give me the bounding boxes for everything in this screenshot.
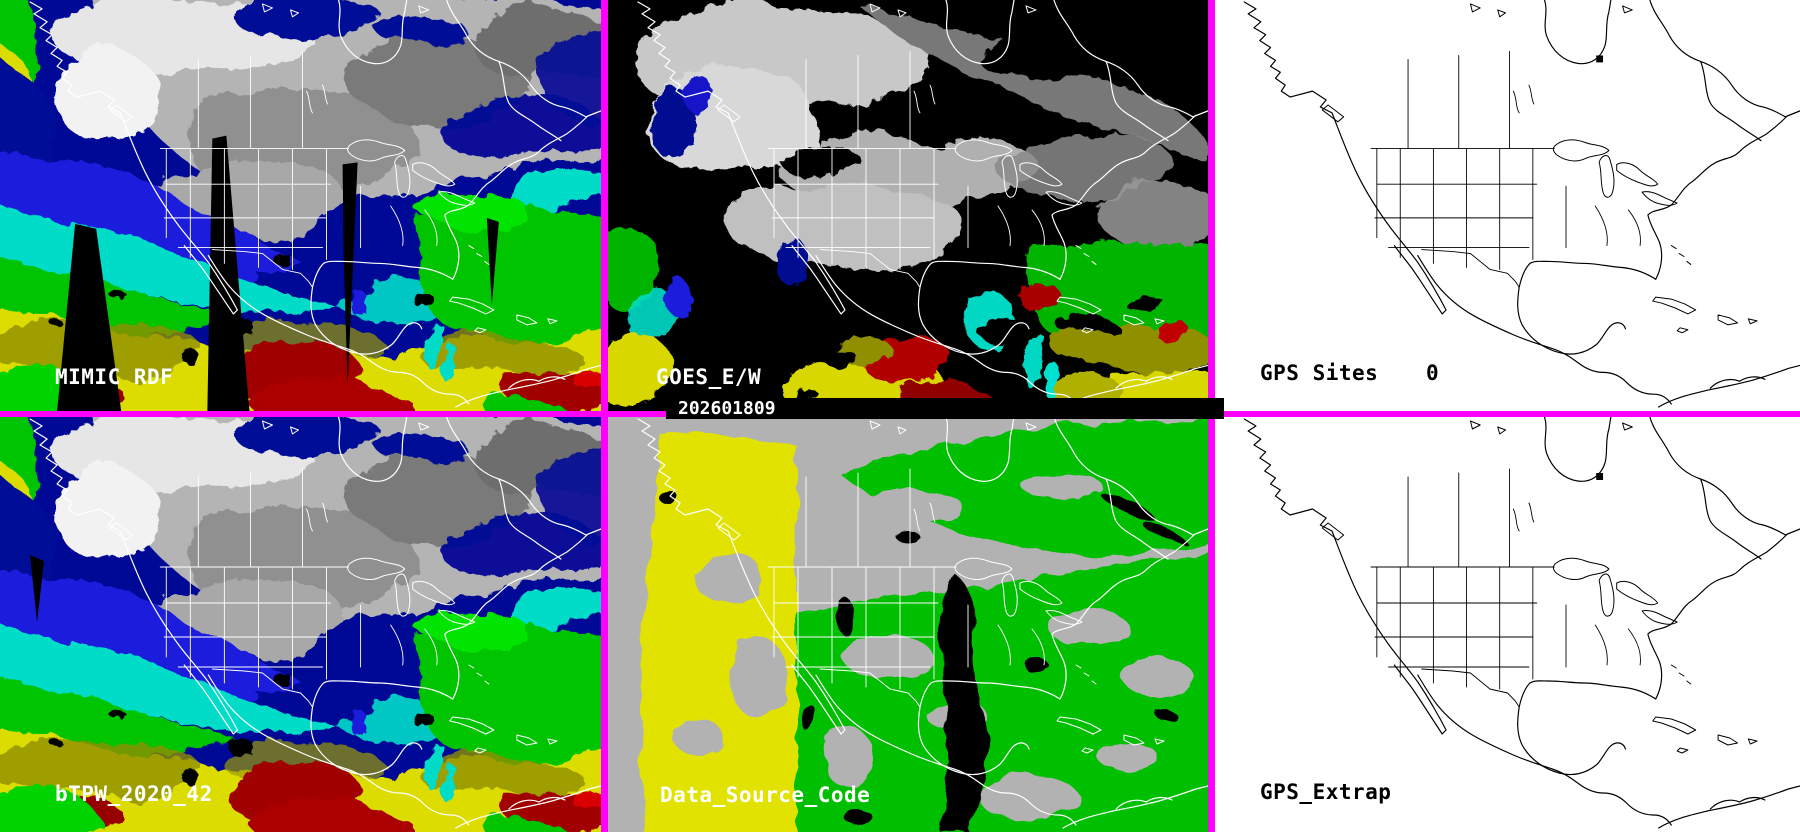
panel-goes-ew: GOES_E/W (608, 0, 1208, 411)
satellite-gap-wedges (57, 135, 499, 411)
satellite-gap-sliver (30, 555, 45, 622)
btpw-image (0, 417, 601, 832)
panel-mimic-rdf: MIMIC RDF (0, 0, 601, 411)
panel-gps-sites: GPS Sites 0 (1215, 0, 1800, 411)
panel-label-gps-sites: GPS Sites (1260, 361, 1379, 385)
panel-label-gps-extrap: GPS_Extrap (1260, 780, 1392, 804)
panel-label-goes-ew: GOES_E/W (656, 365, 762, 389)
map-marker-dot (1596, 55, 1604, 63)
timestamp-bar: 202601809 (666, 398, 1224, 419)
panel-label-mimic-rdf: MIMIC RDF (55, 365, 174, 389)
panel-label-btpw: bTPW_2020_42 (55, 782, 213, 806)
data-source-code-image (608, 417, 1208, 832)
mimic-rdf-image (0, 0, 601, 411)
panel-btpw: bTPW_2020_42 (0, 417, 601, 832)
gps-extrap-map (1215, 417, 1800, 832)
panel-label-data-source-code: Data_Source_Code (660, 783, 871, 807)
goes-ew-image (608, 0, 1208, 411)
panel-gps-extrap: GPS_Extrap (1215, 417, 1800, 832)
gps-sites-count: 0 (1426, 361, 1440, 385)
map-marker-dot (1596, 473, 1604, 480)
gps-sites-map (1215, 0, 1800, 411)
panel-data-source-code: Data_Source_Code (608, 417, 1208, 832)
